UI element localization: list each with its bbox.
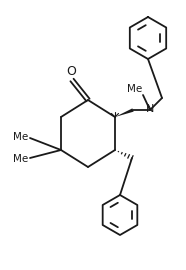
Text: Me: Me [127,84,142,94]
Text: N: N [146,104,155,114]
Text: Me: Me [13,132,28,142]
Text: Me: Me [13,154,28,164]
Polygon shape [115,108,134,117]
Text: O: O [66,65,76,78]
